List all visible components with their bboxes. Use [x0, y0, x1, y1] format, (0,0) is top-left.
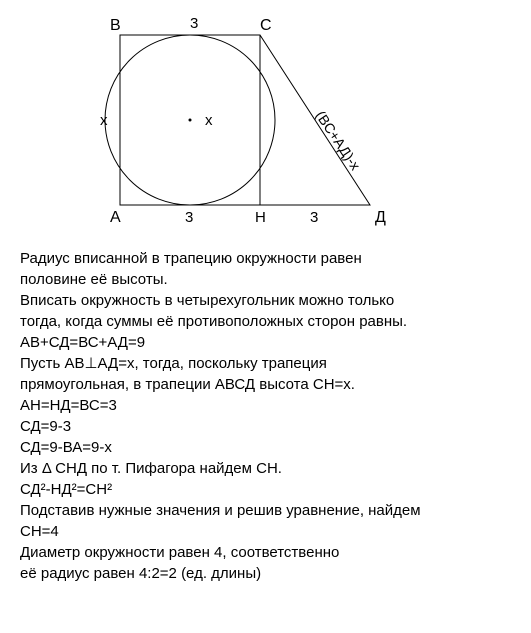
label-d: Д — [375, 209, 386, 226]
text-line: Подставив нужные значения и решив уравне… — [20, 500, 511, 521]
text-line: Радиус вписанной в трапецию окружности р… — [20, 248, 511, 269]
text-line: СН=4 — [20, 521, 511, 542]
text-line: СД=9-ВА=9-х — [20, 437, 511, 458]
label-three-top: 3 — [190, 15, 198, 32]
text-line: тогда, когда суммы её противоположных ст… — [20, 311, 511, 332]
label-diag: (BC+АД)-x — [313, 108, 364, 173]
text-line: половине её высоты. — [20, 269, 511, 290]
text-line: СД²-НД²=СН² — [20, 479, 511, 500]
label-b: B — [110, 17, 121, 34]
label-x-left: x — [100, 112, 108, 129]
text-line: Диаметр окружности равен 4, соответствен… — [20, 542, 511, 563]
text-line: её радиус равен 4:2=2 (ед. длины) — [20, 563, 511, 584]
label-h: H — [255, 209, 266, 226]
center-dot — [189, 119, 192, 122]
geometry-diagram: B C 3 A Д H 3 3 x x (BC+АД)-x — [80, 10, 400, 240]
text-line: СД=9-3 — [20, 416, 511, 437]
text-line: прямоугольная, в трапеции АВСД высота СН… — [20, 374, 511, 395]
diagram-svg: B C 3 A Д H 3 3 x x (BC+АД)-x — [80, 10, 400, 240]
label-c: C — [260, 17, 272, 34]
text-line: АВ+СД=ВС+АД=9 — [20, 332, 511, 353]
label-three-br: 3 — [310, 209, 318, 226]
label-three-bl: 3 — [185, 209, 193, 226]
text-line: АН=НД=ВС=3 — [20, 395, 511, 416]
text-line: Пусть АВ⊥АД=х, тогда, поскольку трапеция — [20, 353, 511, 374]
text-line: Вписать окружность в четырехугольник мож… — [20, 290, 511, 311]
label-a: A — [110, 209, 121, 226]
label-x-center: x — [205, 112, 213, 129]
text-line: Из Δ СНД по т. Пифагора найдем СН. — [20, 458, 511, 479]
solution-text: Радиус вписанной в трапецию окружности р… — [20, 248, 511, 584]
